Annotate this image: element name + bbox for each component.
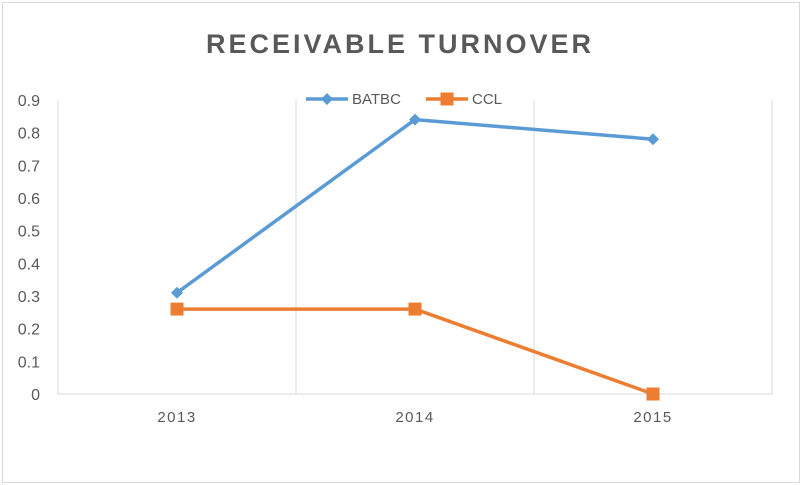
series-line-ccl: [175, 307, 655, 396]
data-point-ccl: [408, 302, 422, 316]
data-point-batbc: [647, 133, 659, 146]
y-tick-label: 0.4: [18, 256, 40, 273]
data-point-batbc: [409, 113, 421, 126]
legend: BATBC CCL: [306, 91, 502, 108]
y-tick-label: 0.2: [18, 322, 40, 339]
y-tick-label: 0.7: [18, 158, 40, 175]
data-point-ccl: [646, 387, 660, 401]
x-axis: 2013 2014 2015: [157, 409, 672, 426]
series-line-batbc: [175, 117, 655, 295]
y-tick-label: 0.1: [18, 354, 40, 371]
data-point-batbc: [171, 286, 183, 299]
x-tick-label: 2013: [157, 409, 196, 426]
y-tick-label: 0.5: [18, 224, 40, 241]
legend-label-batbc: BATBC: [352, 91, 401, 108]
series-group: [170, 113, 660, 401]
x-tick-label: 2014: [395, 409, 434, 426]
y-tick-label: 0.8: [18, 126, 40, 143]
y-tick-label: 0.3: [18, 289, 40, 306]
legend-label-ccl: CCL: [472, 91, 502, 108]
data-point-ccl: [170, 302, 184, 316]
legend-marker-ccl: [440, 92, 454, 106]
gridlines: [57, 100, 773, 395]
chart-title: RECEIVABLE TURNOVER: [206, 29, 594, 59]
y-tick-label: 0: [31, 387, 40, 404]
y-tick-label: 0.6: [18, 191, 40, 208]
legend-marker-batbc: [321, 93, 333, 105]
x-tick-label: 2015: [633, 409, 672, 426]
y-tick-label: 0.9: [18, 93, 40, 110]
y-axis: 0 0.1 0.2 0.3 0.4 0.5 0.6 0.7 0.8 0.9: [18, 93, 40, 404]
